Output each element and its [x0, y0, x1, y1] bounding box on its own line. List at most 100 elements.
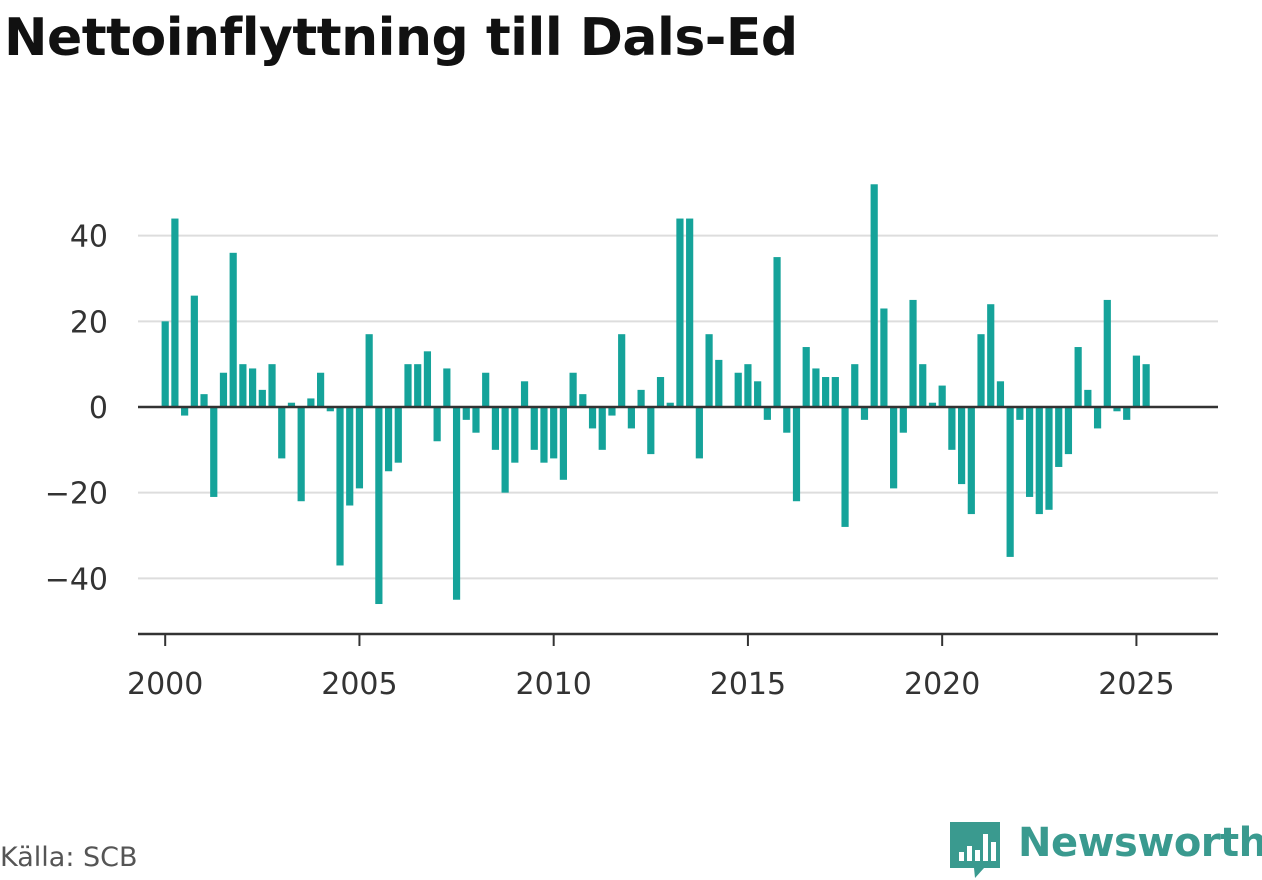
- bar: [317, 372, 325, 407]
- bar: [1025, 407, 1034, 497]
- y-axis-tick-labels: −40 −20 0 20 40: [45, 220, 108, 598]
- bar: [656, 377, 665, 407]
- bar: [384, 407, 393, 472]
- bar: [967, 407, 975, 515]
- bar: [579, 394, 587, 407]
- bar: [919, 364, 927, 407]
- bar: [763, 407, 771, 420]
- bar: [802, 347, 810, 407]
- bar: [705, 334, 713, 407]
- bar: [336, 407, 344, 566]
- bar: [851, 364, 859, 407]
- bar: [899, 407, 907, 433]
- bar: [1006, 407, 1014, 557]
- bar: [452, 407, 461, 600]
- bar: [1074, 347, 1082, 407]
- bar: [161, 321, 169, 407]
- bar: [491, 407, 500, 450]
- bar: [365, 334, 373, 407]
- bar: [831, 377, 839, 407]
- bar: [482, 372, 490, 407]
- bar: [987, 304, 995, 407]
- bar: [958, 407, 966, 485]
- bar: [754, 381, 762, 407]
- bar: [346, 407, 354, 506]
- bar: [890, 407, 898, 489]
- bar: [1045, 407, 1053, 510]
- bar: [948, 407, 956, 450]
- bar: [258, 389, 266, 407]
- bar: [501, 407, 509, 493]
- bar: [569, 372, 577, 407]
- bar: [647, 407, 655, 455]
- bar: [1142, 364, 1150, 407]
- bar: [841, 407, 849, 527]
- bar: [1132, 355, 1141, 407]
- bar: [433, 407, 441, 442]
- bar: [200, 394, 208, 407]
- bar: [792, 407, 801, 502]
- bar: [297, 407, 305, 502]
- bar-chart-speech-bubble-icon: [950, 822, 1000, 878]
- y-tick-label: 20: [70, 305, 108, 340]
- bar: [715, 359, 723, 407]
- bar: [404, 364, 412, 407]
- bar: [287, 402, 296, 407]
- bars: [138, 184, 1218, 605]
- bar: [783, 407, 791, 433]
- bar: [210, 407, 218, 497]
- bar: [355, 407, 364, 489]
- bar: [608, 407, 616, 416]
- bar: [229, 252, 237, 407]
- bar: [443, 368, 451, 407]
- bar: [511, 407, 519, 463]
- x-tick-label: 2020: [904, 667, 980, 702]
- bar: [219, 372, 228, 407]
- bar: [326, 407, 334, 412]
- bar: [1123, 407, 1131, 420]
- bar: [249, 368, 257, 407]
- bar: [278, 407, 286, 459]
- x-tick-label: 2025: [1098, 667, 1174, 702]
- x-tick-label: 2010: [516, 667, 592, 702]
- bar: [1016, 407, 1024, 420]
- source-note: Källa: SCB: [0, 842, 138, 873]
- bar: [1055, 407, 1063, 467]
- bar: [1035, 407, 1043, 515]
- bar: [977, 334, 985, 407]
- bar: [666, 402, 674, 407]
- bar: [1113, 407, 1121, 412]
- bar: [462, 407, 470, 420]
- bar: [860, 407, 869, 420]
- bar: [307, 398, 315, 407]
- bar: [190, 295, 198, 407]
- bar: [637, 389, 645, 407]
- bar: [268, 364, 276, 407]
- bar: [1064, 407, 1073, 455]
- bar: [1103, 299, 1111, 407]
- bar: [423, 351, 432, 407]
- x-axis: 2000 2005 2010 2015 2020 2025: [127, 632, 1218, 702]
- bar: [540, 407, 548, 463]
- bar: [394, 407, 402, 463]
- x-tick-label: 2005: [321, 667, 397, 702]
- bar: [909, 299, 917, 407]
- bar: [1093, 407, 1102, 429]
- bar: [996, 381, 1005, 407]
- bar: [928, 402, 937, 407]
- bar: [812, 368, 820, 407]
- bar: [695, 407, 703, 459]
- bar: [773, 257, 781, 407]
- bar: [1084, 389, 1092, 407]
- bar: [588, 407, 597, 429]
- bar: [938, 385, 946, 407]
- bar: [181, 407, 189, 416]
- newsworthy-logo[interactable]: Newsworthy: [950, 820, 1262, 880]
- x-tick-label: 2015: [710, 667, 786, 702]
- bar: [870, 184, 878, 407]
- bar: [734, 372, 742, 407]
- bar: [559, 407, 567, 480]
- brand-name: Newsworthy: [1018, 820, 1262, 866]
- bar: [686, 218, 694, 407]
